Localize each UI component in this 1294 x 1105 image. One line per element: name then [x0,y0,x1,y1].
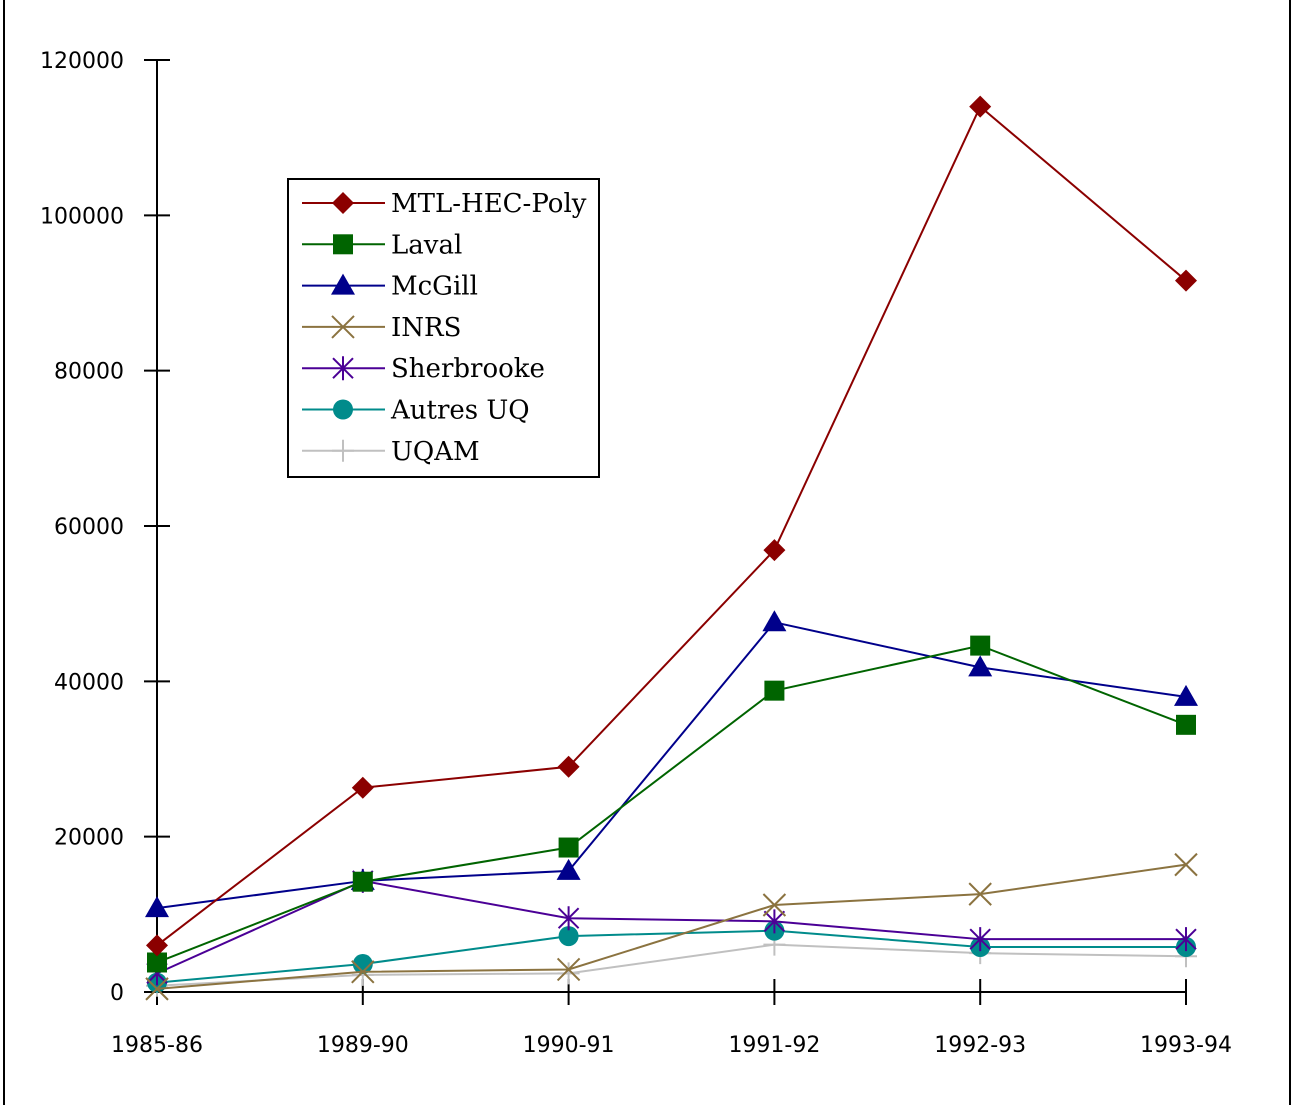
series-line-laval [156,644,1187,964]
legend-label: Autres UQ [390,396,530,426]
legend-marker [332,439,354,462]
legend-item-mtl-hec-poly: MTL-HEC-Poly [302,189,587,219]
data-point-sherbrooke [1175,927,1197,952]
data-point-mtl-hec-poly [351,776,374,799]
legend-label: MTL-HEC-Poly [391,189,587,219]
y-tick-label: 80000 [54,360,124,385]
series-autres-uq [147,920,1196,993]
data-point-inrs [968,882,992,906]
series-line-autres-uq [156,929,1186,984]
data-point-mtl-hec-poly [1175,269,1197,292]
legend-item-uqam: UQAM [302,437,480,467]
x-tick-label: 1989-90 [317,1033,409,1058]
data-point-autres-uq [558,926,579,947]
data-point-laval [147,952,167,973]
legend-marker [333,399,353,420]
series-line-inrs [156,863,1187,990]
legend-item-inrs: INRS [302,313,461,343]
data-point-laval [764,680,785,701]
data-point-mtl-hec-poly [969,95,992,118]
series-uqam [146,933,1197,997]
data-point-mcgill [145,896,169,918]
y-tick-label: 100000 [40,204,124,229]
y-tick-label: 60000 [54,515,124,540]
legend-marker [332,192,354,214]
y-tick-label: 0 [110,981,124,1006]
legend-item-mcgill: McGill [302,272,478,302]
legend-label: Laval [391,230,462,260]
legend-marker [332,356,354,381]
legend-marker [333,234,353,255]
data-point-sherbrooke [557,906,580,931]
series-line-sherbrooke [156,879,1186,975]
x-tick-label: 1991-92 [728,1033,820,1058]
axis-ticks: 0 20000 40000 60000 80000 100000 120000 1985-86… [40,49,1232,1058]
x-tick-label: 1992-93 [934,1033,1026,1058]
legend-marker [331,273,355,295]
y-tick-label: 20000 [54,826,124,851]
x-tick-label: 1990-91 [523,1033,615,1058]
data-point-sherbrooke [763,909,786,934]
data-point-uqam [557,962,580,985]
data-point-mtl-hec-poly [763,539,786,562]
series-laval [147,635,1196,973]
data-point-inrs [762,893,787,917]
data-point-laval [558,837,579,858]
data-point-laval [1176,714,1196,735]
data-point-autres-uq [352,954,373,975]
data-point-mtl-hec-poly [146,934,168,957]
legend-label: INRS [391,313,461,343]
legend-item-sherbrooke: Sherbrooke [302,354,545,384]
legend: MTL-HEC-Poly Laval McGill INRS Sherbrooke Aut… [287,178,600,478]
legend-item-autres-uq: Autres UQ [302,396,530,426]
data-point-laval [970,635,991,656]
data-point-inrs [556,957,581,982]
series-inrs [145,852,1198,1001]
series-line-uqam [156,943,1187,987]
series-line-mtl-hec-poly [156,104,1187,947]
series-layer [145,95,1198,1001]
legend-label: McGill [391,272,478,302]
data-point-laval [352,871,373,892]
series-line-mcgill [156,621,1187,910]
data-point-mcgill [968,655,993,677]
legend-box [287,178,600,478]
legend-item-laval: Laval [302,230,462,260]
data-point-mcgill [1174,684,1198,706]
data-point-sherbrooke [969,927,991,952]
data-point-inrs [145,977,169,1001]
legend-marker [331,315,355,339]
data-point-mcgill [556,858,581,880]
series-mtl-hec-poly [146,95,1197,957]
series-mcgill [145,610,1198,918]
data-point-mcgill [762,610,787,632]
y-tick-label: 40000 [54,670,124,695]
x-tick-label: 1993-94 [1140,1033,1232,1058]
x-tick-label: 1985-86 [111,1033,203,1058]
data-point-inrs [1174,852,1198,877]
legend-label: Sherbrooke [391,354,545,384]
legend-label: UQAM [391,437,480,467]
data-point-inrs [351,960,375,984]
data-point-mtl-hec-poly [557,755,580,778]
y-tick-label: 120000 [40,49,124,74]
